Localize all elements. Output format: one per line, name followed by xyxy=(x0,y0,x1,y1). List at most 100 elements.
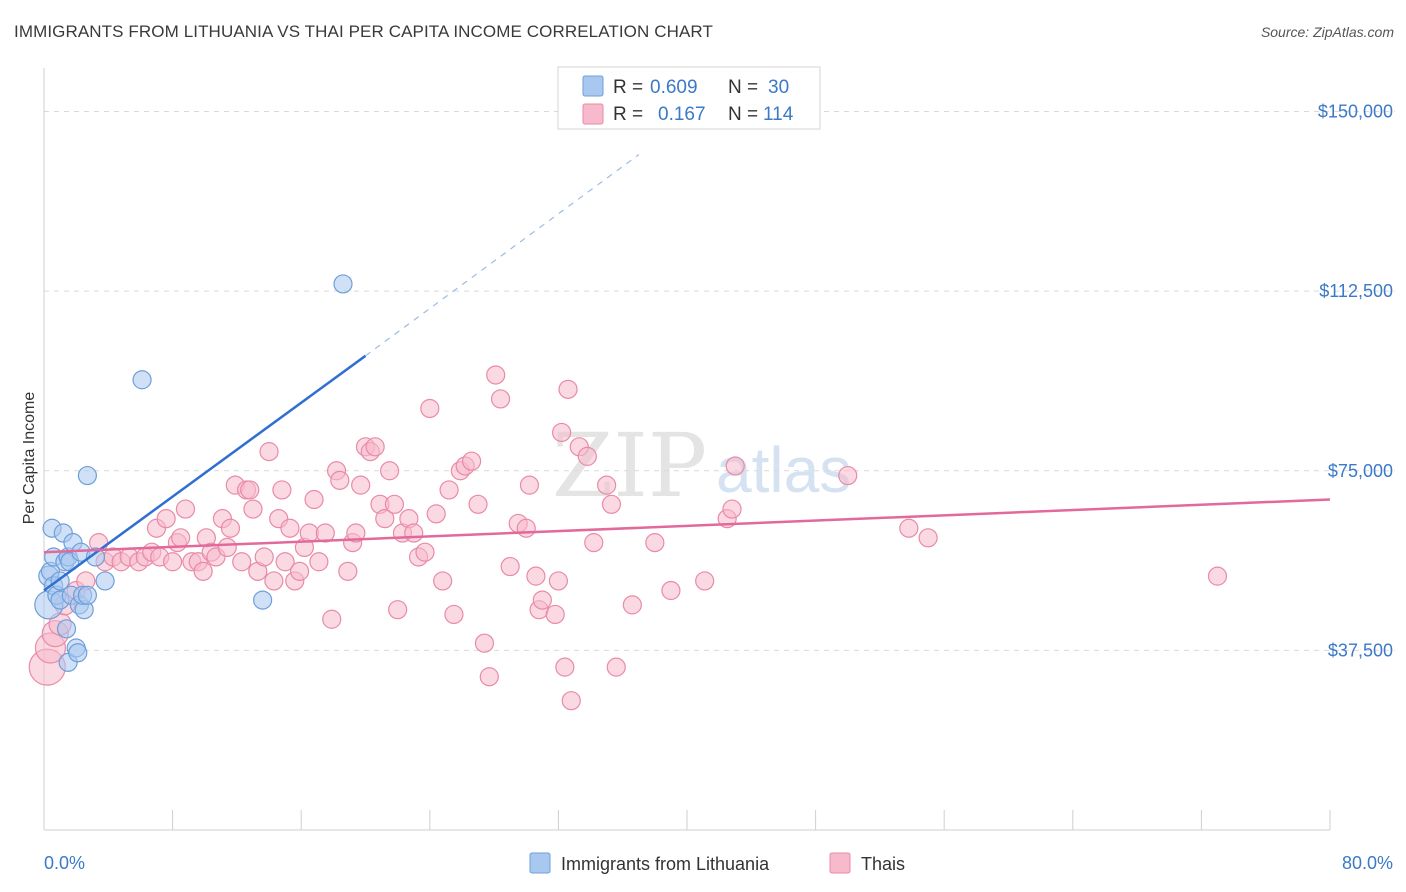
y-axis-label: Per Capita Income xyxy=(21,392,38,525)
point-thais xyxy=(622,595,642,615)
point-thais xyxy=(725,456,745,476)
point-thais xyxy=(388,600,408,620)
point-thais xyxy=(330,470,350,490)
point-thais xyxy=(220,518,241,538)
point-thais xyxy=(519,475,540,495)
point-thais xyxy=(289,561,310,581)
point-thais xyxy=(558,379,578,399)
tick-labels: $37,500 $75,000 $112,500 $150,000 0.0% 80.0% xyxy=(44,102,1393,873)
point-thais xyxy=(338,561,358,581)
point-thais xyxy=(601,494,622,514)
point-thais xyxy=(380,461,400,481)
point-thais xyxy=(275,552,295,572)
point-thais xyxy=(264,571,284,591)
point-thais xyxy=(254,547,274,567)
series-legend-label-thais: Thais xyxy=(861,854,905,874)
watermark: ZIP atlas xyxy=(552,414,851,517)
point-thais xyxy=(552,422,572,443)
point-thais xyxy=(479,667,499,687)
y-tick-label: $150,000 xyxy=(1318,102,1393,122)
point-lithuania xyxy=(77,465,98,486)
point-thais xyxy=(404,523,424,543)
point-thais xyxy=(606,657,626,677)
trend-line-lithuania-extension xyxy=(365,154,640,357)
point-thais xyxy=(175,499,196,519)
legend-swatch-lithuania xyxy=(582,75,604,97)
point-thais xyxy=(193,561,213,581)
legend-n-label-lithuania: N = xyxy=(728,77,758,98)
legend-n-value-lithuania: 30 xyxy=(768,77,789,98)
point-thais xyxy=(545,604,565,625)
point-thais xyxy=(899,518,919,538)
point-thais xyxy=(444,604,464,625)
x-tick-label-min: 0.0% xyxy=(44,853,85,873)
point-thais xyxy=(561,691,581,711)
point-thais xyxy=(439,480,459,500)
point-thais xyxy=(516,518,536,538)
point-thais xyxy=(490,389,511,409)
point-thais xyxy=(259,442,279,462)
point-thais xyxy=(661,580,681,601)
point-thais xyxy=(584,533,604,553)
trend-line-lithuania xyxy=(43,354,367,592)
point-thais xyxy=(304,489,324,510)
legend-n-value-thais: 114 xyxy=(763,104,794,125)
point-lithuania xyxy=(95,571,115,591)
point-thais xyxy=(461,451,482,471)
point-thais xyxy=(918,528,938,548)
point-thais xyxy=(420,398,440,419)
series-legend-label-lithuania: Immigrants from Lithuania xyxy=(561,854,770,874)
point-thais xyxy=(532,590,552,610)
point-thais xyxy=(346,523,366,543)
point-lithuania xyxy=(77,585,98,605)
point-thais xyxy=(577,446,597,466)
point-thais xyxy=(722,499,742,519)
point-thais xyxy=(468,494,488,514)
legend-r-label-lithuania: R = xyxy=(613,77,643,98)
point-thais xyxy=(240,480,260,500)
point-lithuania xyxy=(85,547,106,567)
point-thais xyxy=(474,633,495,653)
legend-r-value-lithuania: 0.609 xyxy=(650,77,698,98)
y-tick-label: $75,000 xyxy=(1328,461,1393,481)
point-thais xyxy=(500,556,520,577)
point-thais xyxy=(309,552,329,572)
x-tick-label-max: 80.0% xyxy=(1342,853,1393,873)
point-thais xyxy=(272,480,292,500)
point-thais xyxy=(838,465,858,486)
point-thais xyxy=(156,509,176,529)
point-thais xyxy=(243,499,263,519)
point-lithuania xyxy=(68,643,88,663)
point-thais xyxy=(365,437,385,457)
trend-lines xyxy=(43,154,1331,592)
watermark-zip: ZIP xyxy=(552,414,707,517)
point-thais xyxy=(597,475,617,495)
axes xyxy=(43,68,1331,831)
stats-legend: R = 0.609 N = 30 R = 0.167 N = 114 xyxy=(557,66,821,130)
point-thais xyxy=(299,523,319,543)
legend-r-value-thais: 0.167 xyxy=(658,104,706,125)
point-lithuania xyxy=(56,619,77,639)
y-tick-label: $37,500 xyxy=(1328,640,1393,660)
point-thais xyxy=(526,566,546,586)
point-lithuania xyxy=(253,590,273,610)
point-thais xyxy=(415,542,435,562)
point-lithuania xyxy=(333,274,353,294)
point-thais xyxy=(695,571,715,591)
legend-n-label-thais: N = xyxy=(728,104,758,125)
point-thais xyxy=(555,657,575,677)
point-thais xyxy=(433,571,453,591)
point-thais xyxy=(280,518,300,538)
point-thais xyxy=(232,552,252,572)
point-thais xyxy=(322,609,342,629)
point-thais xyxy=(548,571,569,591)
point-thais xyxy=(171,528,191,548)
point-thais xyxy=(217,537,237,558)
point-thais xyxy=(1207,566,1228,586)
legend-swatch-thais xyxy=(582,103,604,125)
data-points xyxy=(28,274,1228,711)
series-legend: Immigrants from Lithuania Thais xyxy=(529,852,905,874)
point-thais xyxy=(315,523,335,543)
point-thais xyxy=(163,552,183,572)
